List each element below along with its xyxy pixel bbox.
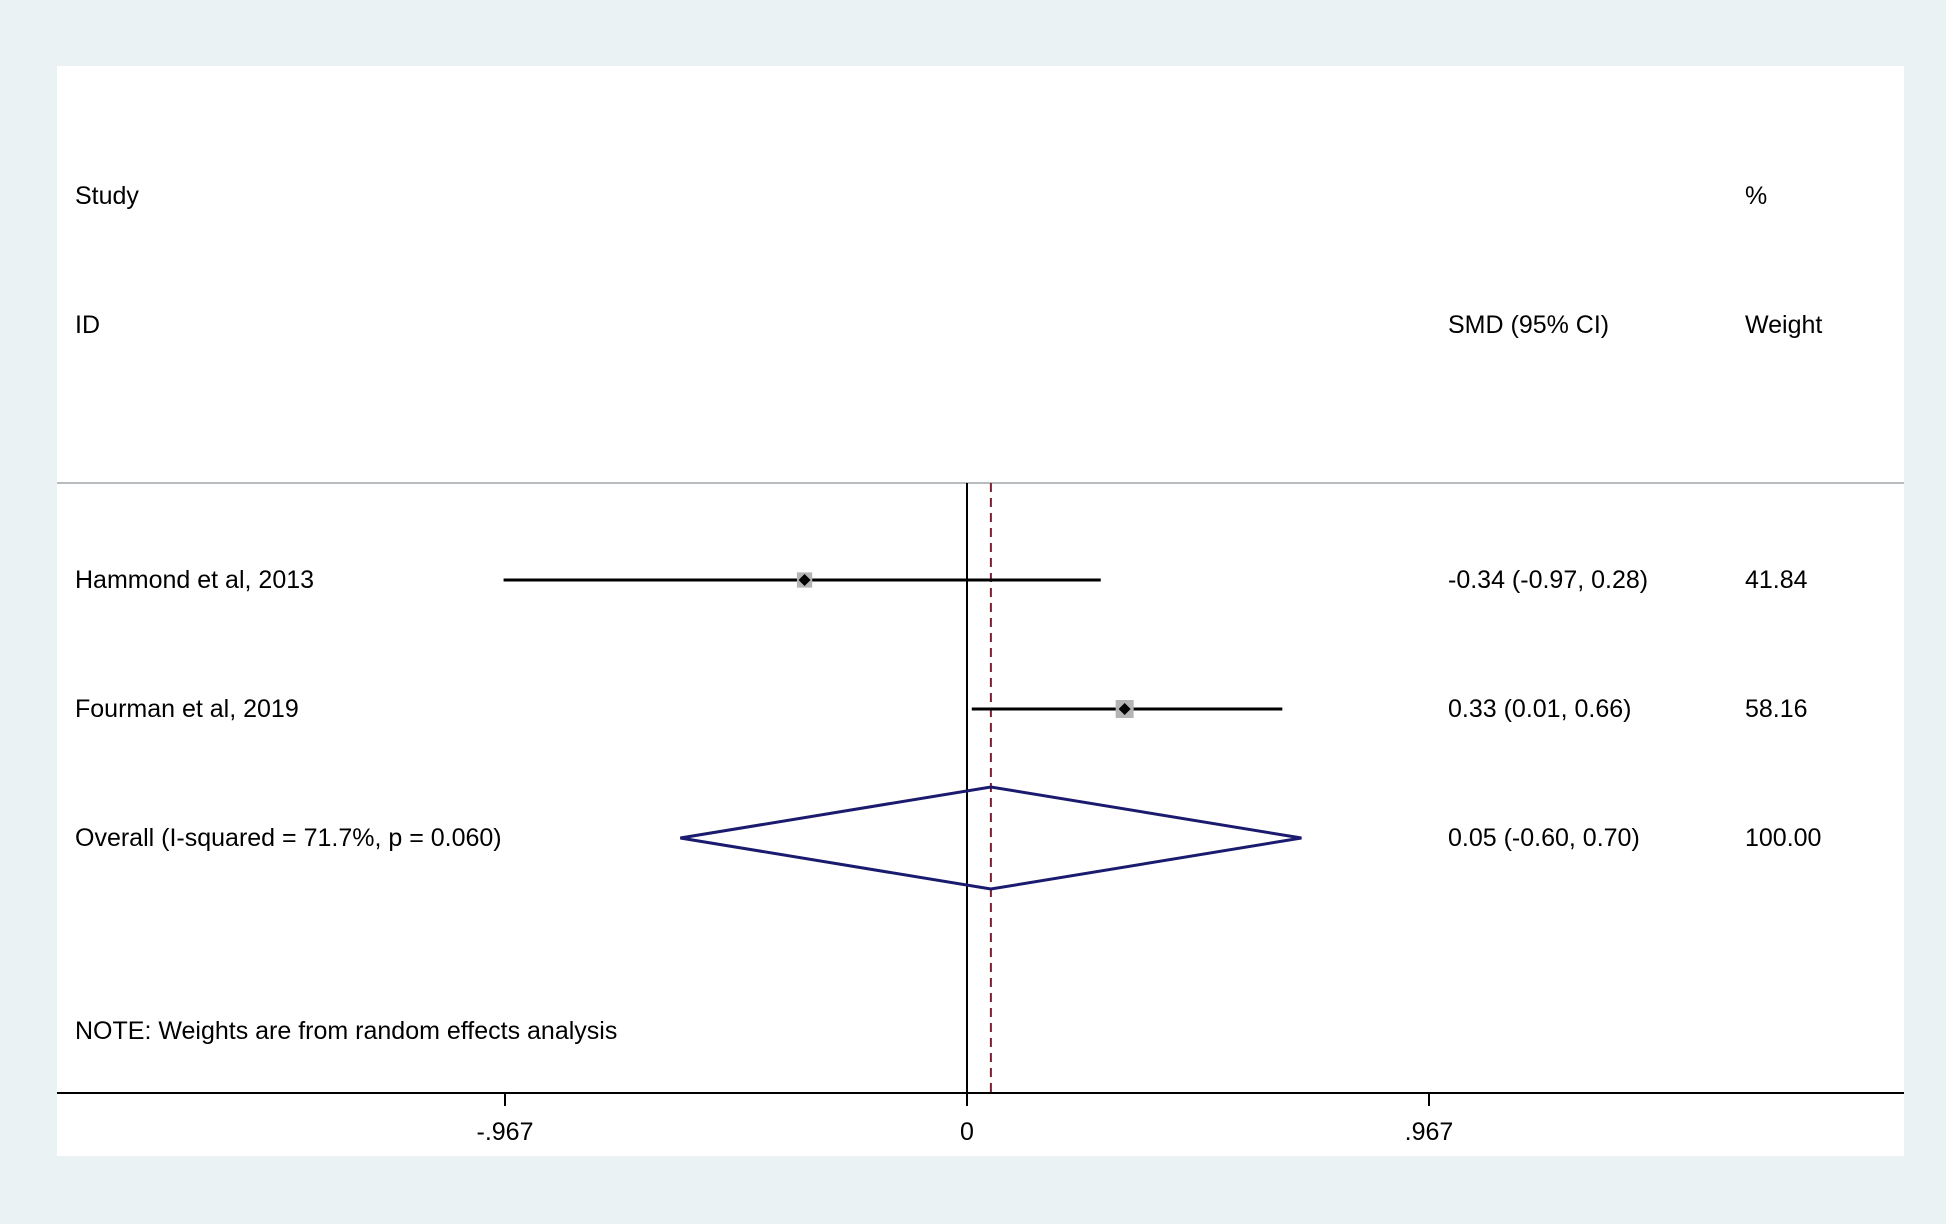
study-point-estimate: [1118, 703, 1131, 715]
study-row: Hammond et al, 2013 -0.34 (-0.97, 0.28) …: [75, 566, 1808, 594]
x-tick-label: -.967: [477, 1118, 534, 1146]
x-tick-label: .967: [1405, 1118, 1454, 1146]
forest-plot: Study ID SMD (95% CI) % Weight Hammond e…: [57, 182, 1904, 1146]
study-label: Hammond et al, 2013: [75, 566, 314, 594]
note-text: NOTE: Weights are from random effects an…: [75, 1017, 617, 1045]
study-ci-text: 0.33 (0.01, 0.66): [1448, 695, 1631, 723]
study-point-estimate: [798, 574, 811, 586]
x-tick-label: 0: [960, 1118, 974, 1146]
x-axis-ticks: -.967 0 .967: [477, 1093, 1454, 1146]
study-weight-text: 41.84: [1745, 566, 1808, 594]
study-ci-text: -0.34 (-0.97, 0.28): [1448, 566, 1648, 594]
plot-panel: Study ID SMD (95% CI) % Weight Hammond e…: [57, 66, 1904, 1156]
study-label: Fourman et al, 2019: [75, 695, 299, 723]
header-weight: Weight: [1745, 311, 1822, 339]
header-percent: %: [1745, 182, 1767, 210]
study-row: Fourman et al, 2019 0.33 (0.01, 0.66) 58…: [75, 695, 1808, 723]
header-id: ID: [75, 311, 100, 339]
header-study: Study: [75, 182, 139, 210]
header-smd: SMD (95% CI): [1448, 311, 1609, 339]
overall-row: Overall (I-squared = 71.7%, p = 0.060) 0…: [75, 785, 1821, 891]
overall-diamond: [680, 785, 1302, 891]
overall-ci-text: 0.05 (-0.60, 0.70): [1448, 824, 1640, 852]
study-weight-text: 58.16: [1745, 695, 1808, 723]
overall-label: Overall (I-squared = 71.7%, p = 0.060): [75, 824, 502, 852]
overall-weight-text: 100.00: [1745, 824, 1821, 852]
